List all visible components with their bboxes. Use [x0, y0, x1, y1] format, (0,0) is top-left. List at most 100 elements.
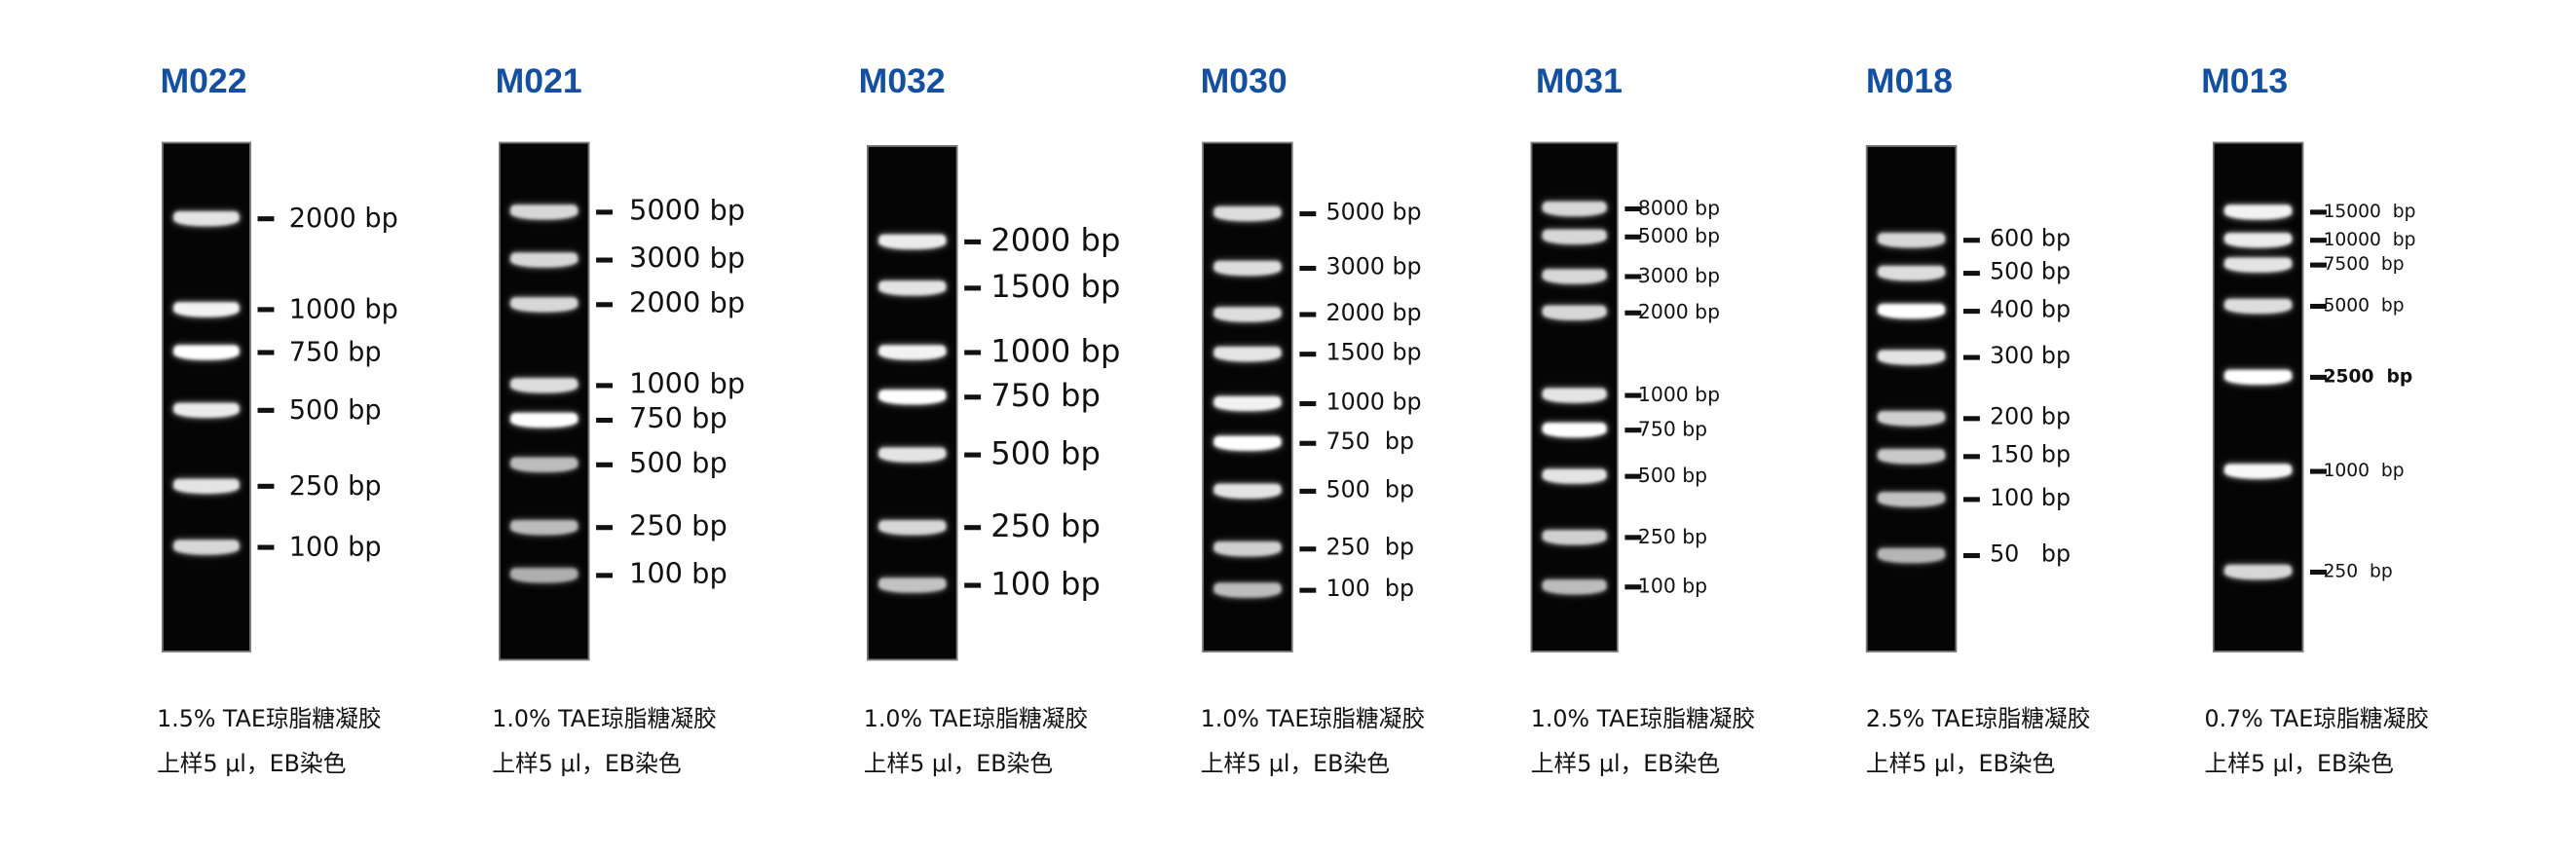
marker-tick	[2310, 208, 2327, 214]
band-size-label: 150 bp	[1990, 442, 2072, 469]
band-size-label: 1000 bp	[990, 333, 1121, 370]
dna-band	[878, 280, 946, 296]
band-size-label: 250 bp	[2323, 560, 2393, 582]
band-size-label: 1000 bp	[1637, 383, 1721, 407]
band-size-label: 300 bp	[1990, 343, 2072, 370]
dna-band	[510, 568, 578, 583]
dna-band	[1878, 350, 1945, 365]
band-size-label: 10000 bp	[2323, 228, 2416, 250]
dna-band	[1213, 260, 1282, 277]
dna-band	[1213, 395, 1282, 412]
band-size-label: 2000 bp	[288, 202, 398, 234]
marker-tick	[1624, 583, 1642, 589]
marker-tick	[2310, 261, 2327, 267]
marker-tick	[596, 572, 614, 578]
band-size-label: 750 bp	[1325, 428, 1415, 456]
dna-band	[1213, 435, 1282, 451]
gel-condition: 1.5% TAE琼脂糖凝胶	[157, 706, 382, 733]
marker-tick	[1299, 400, 1317, 406]
band-size-label: 200 bp	[1990, 404, 2072, 431]
dna-band	[1213, 347, 1282, 362]
marker-tick	[2310, 374, 2327, 380]
marker-tick	[1624, 273, 1642, 279]
dna-band	[1878, 449, 1945, 465]
marker-tick	[2310, 303, 2327, 309]
dna-band	[2224, 233, 2292, 248]
dna-band	[173, 478, 240, 494]
band-size-label: 5000 bp	[2323, 294, 2405, 317]
dna-band	[2224, 298, 2292, 315]
band-size-label: 100 bp	[628, 558, 728, 591]
band-size-label: 2000 bp	[1325, 300, 1422, 327]
dna-band	[878, 520, 946, 536]
marker-tick	[596, 461, 614, 466]
dna-band	[1878, 265, 1945, 281]
marker-tick	[257, 215, 275, 221]
band-size-label: 250 bp	[288, 469, 382, 502]
marker-tick	[1962, 453, 1980, 459]
dna-band	[2224, 257, 2292, 273]
marker-tick	[596, 256, 614, 262]
marker-tick	[964, 238, 982, 244]
band-size-label: 1000 bp	[628, 368, 746, 402]
band-size-label: 600 bp	[1990, 226, 2072, 253]
marker-tick	[2310, 467, 2327, 473]
band-size-label: 1000 bp	[288, 292, 398, 325]
marker-tick	[1962, 308, 1980, 314]
dna-band	[510, 520, 578, 536]
band-size-label: 500 bp	[990, 435, 1101, 472]
band-size-label: 7500 bp	[2323, 253, 2405, 276]
band-size-label: 8000 bp	[1637, 196, 1721, 220]
gel-condition: 1.0% TAE琼脂糖凝胶	[492, 706, 717, 733]
band-size-label: 250 bp	[990, 508, 1101, 545]
dna-band	[878, 578, 946, 593]
dna-band	[510, 412, 578, 428]
dna-band	[1213, 307, 1282, 322]
marker-tick	[257, 482, 275, 489]
band-size-label: 500 bp	[1990, 259, 2072, 286]
dna-band	[878, 390, 946, 405]
ladder-title: M013	[2201, 62, 2289, 101]
ladder-title: M031	[1535, 62, 1623, 101]
dna-band	[510, 378, 578, 393]
marker-tick	[1299, 545, 1317, 551]
dna-band	[1878, 492, 1945, 507]
dna-band	[173, 402, 240, 418]
marker-tick	[964, 451, 982, 457]
dna-band	[1542, 423, 1607, 438]
marker-tick	[1299, 210, 1317, 216]
marker-tick	[596, 301, 614, 307]
marker-tick	[1962, 552, 1980, 558]
band-size-label: 250 bp	[1637, 525, 1708, 548]
band-size-label: 5000 bp	[1325, 200, 1422, 227]
dna-band	[1542, 269, 1607, 284]
ladder-title: M022	[160, 62, 247, 101]
band-size-label: 2500 bp	[2323, 365, 2413, 388]
dna-band	[173, 211, 240, 227]
dna-band	[173, 302, 240, 317]
gel-lane	[1865, 145, 1958, 652]
ladder-title: M030	[1200, 62, 1288, 101]
marker-tick	[1299, 586, 1317, 592]
marker-tick	[2310, 237, 2327, 242]
band-size-label: 3000 bp	[1637, 264, 1721, 288]
marker-tick	[596, 524, 614, 530]
ladder-title: M032	[858, 62, 946, 101]
band-size-label: 750 bp	[628, 402, 728, 436]
gel-lane	[867, 145, 958, 661]
band-size-label: 5000 bp	[628, 195, 746, 228]
marker-tick	[596, 208, 614, 214]
dna-band	[1542, 229, 1607, 244]
gel-condition: 2.5% TAE琼脂糖凝胶	[1865, 706, 2091, 733]
band-size-label: 100 bp	[1990, 485, 2072, 512]
marker-tick	[1962, 270, 1980, 276]
marker-tick	[1624, 233, 1642, 239]
marker-tick	[1962, 415, 1980, 421]
dna-band	[173, 540, 240, 555]
dna-band	[878, 234, 946, 250]
band-size-label: 1500 bp	[1325, 340, 1422, 367]
dna-band	[510, 457, 578, 472]
gel-condition: 0.7% TAE琼脂糖凝胶	[2204, 706, 2429, 733]
band-size-label: 500 bp	[1325, 476, 1415, 504]
